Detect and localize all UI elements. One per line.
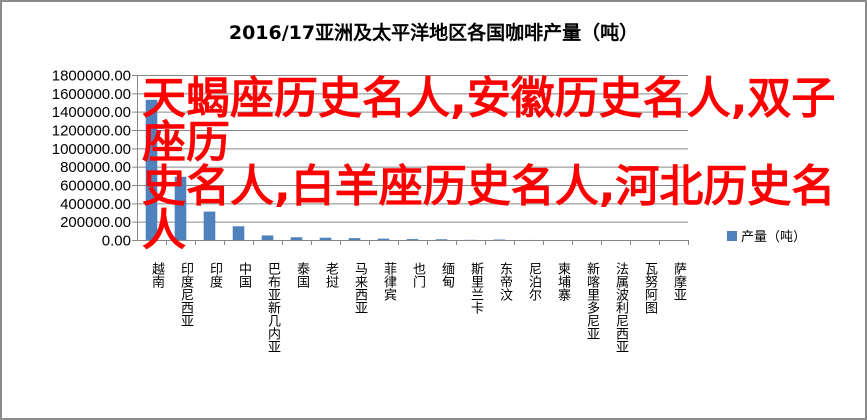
x-tick-label: 萨摩亚 (671, 262, 687, 301)
y-tick-label: 1200000.00 (52, 123, 131, 140)
y-tick-label: 1600000.00 (52, 86, 131, 103)
bar (145, 99, 158, 240)
overlay-line-1: 天蝎座历史名人,安徽历史名人,双子座历 (142, 73, 836, 168)
bar (406, 239, 419, 240)
x-tick-label: 缅甸 (439, 262, 455, 289)
bar (290, 237, 303, 240)
x-tick-label: 柬埔寨 (555, 262, 571, 301)
chart-title: 2016/17亚洲及太平洋地区各国咖啡产量（吨） (228, 22, 639, 44)
bar (319, 237, 332, 240)
x-tick-label: 尼泊尔 (526, 262, 542, 301)
x-tick-label: 新喀里多尼亚 (584, 261, 600, 340)
y-tick-label: 1400000.00 (52, 104, 131, 121)
bar (203, 211, 216, 240)
x-tick-label: 东帝汶 (497, 262, 513, 301)
bar (348, 238, 361, 240)
overlay-text: 天蝎座历史名人,安徽历史名人,双子座历 史名人,白羊座历史名人,河北历史名人 (142, 77, 862, 253)
x-tick-label: 也门 (410, 262, 426, 288)
bar (377, 238, 390, 240)
y-tick-label: 0.00 (102, 233, 131, 250)
x-tick-label: 菲律宾 (381, 262, 397, 301)
y-tick-label: 1000000.00 (52, 141, 131, 158)
x-tick-label: 越南 (149, 262, 165, 288)
overlay-line-2: 史名人,白羊座历史名人,河北历史名人 (142, 161, 836, 256)
y-tick-label: 1800000.00 (52, 68, 131, 85)
x-tick-label: 老挝 (323, 262, 339, 288)
legend: 产量（吨） (727, 226, 806, 245)
bar (174, 176, 187, 240)
x-tick-label: 中国 (236, 262, 251, 288)
x-tick-label: 瓦努阿图 (642, 262, 658, 314)
x-tick-label: 巴布亚新几内亚 (265, 262, 281, 353)
x-tick-label: 印度 (207, 262, 223, 288)
x-tick-label: 印度尼西亚 (178, 262, 194, 327)
x-tick-label: 马来西亚 (352, 262, 368, 314)
y-tick-label: 400000.00 (60, 196, 131, 213)
y-tick-label: 200000.00 (60, 214, 131, 231)
bar (261, 235, 274, 240)
x-tick-label: 泰国 (294, 262, 310, 288)
bar (435, 239, 448, 240)
legend-label: 产量（吨） (741, 230, 807, 245)
x-tick-label: 斯里兰卡 (468, 262, 484, 314)
x-tick-label: 法属波利尼西亚 (613, 262, 629, 353)
y-tick-label: 600000.00 (60, 178, 131, 195)
bar (232, 226, 245, 240)
y-tick-label: 800000.00 (60, 159, 131, 176)
legend-swatch (727, 230, 737, 241)
